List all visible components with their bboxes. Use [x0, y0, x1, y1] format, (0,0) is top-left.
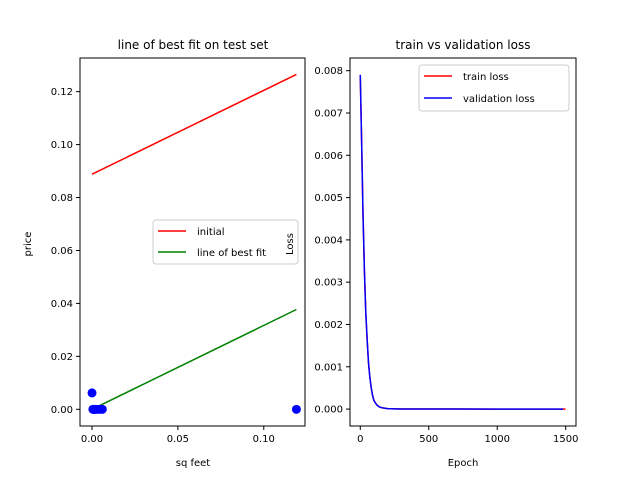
right-axes-frame [349, 57, 577, 427]
left-y-tick-label: 0.04 [51, 299, 73, 310]
right-y-tick-label: 0.004 [314, 235, 343, 246]
left-x-axis-label: sq feet [176, 458, 211, 469]
right-y-tick-label: 0.003 [314, 278, 343, 289]
legend-label-validation-loss: validation loss [463, 94, 535, 105]
left-legend-box [152, 219, 299, 265]
left-y-tick-label: 0.10 [51, 140, 73, 151]
right-chart-marks [359, 74, 566, 410]
right-subplot: train vs validation loss Epoch Loss 0 500… [285, 38, 578, 469]
right-legend-box [418, 64, 570, 112]
left-axis-ticks: 0.00 0.05 0.10 0.00 0.02 0.04 0.06 0.08 0.10 0.12 [51, 87, 275, 445]
left-y-tick-label: 0.08 [51, 193, 73, 204]
left-axes-frame [79, 57, 306, 427]
scatter-point [87, 388, 97, 398]
right-y-tick-label: 0.000 [314, 405, 343, 416]
series-line-line-of-best-fit [91, 308, 297, 410]
left-subplot: line of best fit on test set sq feet pri… [23, 38, 306, 469]
left-chart-marks [87, 73, 301, 414]
left-x-tick-label: 0.10 [253, 434, 275, 445]
right-x-axis-label: Epoch [448, 458, 479, 469]
right-y-tick-label: 0.002 [314, 320, 343, 331]
right-y-tick-label: 0.006 [314, 151, 343, 162]
left-x-tick-label: 0.05 [167, 434, 189, 445]
left-y-tick-label: 0.06 [51, 246, 73, 257]
legend-label-initial: initial [197, 227, 225, 238]
right-x-tick-label: 1000 [485, 434, 510, 445]
left-y-tick-label: 0.00 [51, 405, 73, 416]
legend-label-train-loss: train loss [463, 72, 509, 83]
right-x-tick-label: 0 [357, 434, 363, 445]
left-legend: initial line of best fit [152, 219, 299, 265]
legend-label-best-fit: line of best fit [197, 248, 266, 259]
left-chart-title: line of best fit on test set [118, 38, 269, 52]
right-axis-ticks: 0 500 1000 1500 0.000 0.001 0.002 0.003 0.004 0.0… [314, 66, 578, 445]
left-y-tick-label: 0.12 [51, 87, 73, 98]
series-line-validation-loss [359, 74, 563, 410]
right-x-tick-label: 1500 [553, 434, 578, 445]
right-y-tick-label: 0.005 [314, 193, 343, 204]
right-y-tick-label: 0.007 [314, 108, 343, 119]
left-y-tick-label: 0.02 [51, 352, 73, 363]
right-chart-title: train vs validation loss [396, 38, 531, 52]
right-y-axis-label: Loss [285, 233, 296, 255]
right-y-tick-label: 0.001 [314, 362, 343, 373]
left-y-axis-label: price [23, 232, 34, 257]
right-y-tick-label: 0.008 [314, 66, 343, 77]
right-legend: train loss validation loss [418, 64, 570, 112]
series-line-initial [91, 73, 297, 175]
scatter-point [291, 404, 301, 414]
right-x-tick-label: 500 [419, 434, 438, 445]
scatter-point [97, 404, 107, 414]
left-x-tick-label: 0.00 [81, 434, 103, 445]
